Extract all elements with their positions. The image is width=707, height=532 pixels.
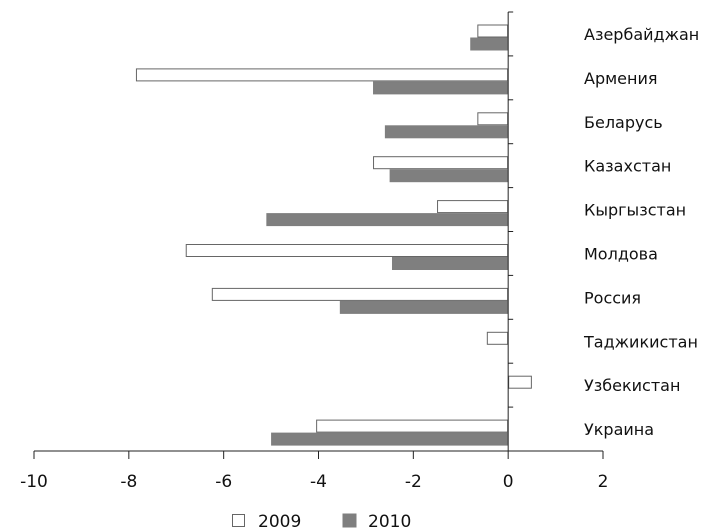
legend-swatch-2010 <box>342 513 357 528</box>
bar-2010-0 <box>470 37 509 51</box>
category-label: Кыргызстан <box>584 201 686 220</box>
category-label: Украина <box>584 420 654 439</box>
bar-2009-6 <box>211 287 509 301</box>
category-label: Молдова <box>584 244 658 263</box>
category-label: Беларусь <box>584 113 663 132</box>
x-tick-label: 0 <box>503 472 514 492</box>
x-tick-label: 2 <box>598 472 609 492</box>
bar-2010-2 <box>384 125 509 139</box>
bar-2010-4 <box>266 213 509 227</box>
legend-swatch-2009 <box>232 514 245 527</box>
category-label: Россия <box>584 288 641 307</box>
bar-2009-5 <box>185 244 509 257</box>
legend-label-2009: 2009 <box>258 512 301 532</box>
bar-2009-9 <box>316 419 509 433</box>
bar-2010-5 <box>391 257 509 270</box>
bar-2009-1 <box>135 68 509 82</box>
bar-2009-4 <box>437 200 509 214</box>
category-label: Таджикистан <box>583 332 698 351</box>
x-tick-label: -4 <box>310 472 327 492</box>
bar-2009-8 <box>508 375 532 389</box>
category-label: Армения <box>584 69 658 88</box>
bar-2009-0 <box>477 24 509 38</box>
x-tick-label: -6 <box>215 472 232 492</box>
bar-2009-2 <box>477 112 509 126</box>
bar-2010-6 <box>339 300 509 314</box>
category-label: Узбекистан <box>584 376 680 395</box>
bar-2010-1 <box>373 81 509 95</box>
bar-2009-3 <box>373 156 509 170</box>
category-label: Азербайджан <box>584 25 699 44</box>
legend-label-2010: 2010 <box>368 512 411 532</box>
bar-2009-7 <box>486 331 509 345</box>
x-tick-label: -8 <box>120 472 137 492</box>
x-tick-label: -10 <box>20 472 48 492</box>
bar-2010-9 <box>271 432 509 446</box>
x-tick-label: -2 <box>405 472 422 492</box>
category-label: Казахстан <box>584 157 671 176</box>
bar-2010-3 <box>389 169 509 183</box>
